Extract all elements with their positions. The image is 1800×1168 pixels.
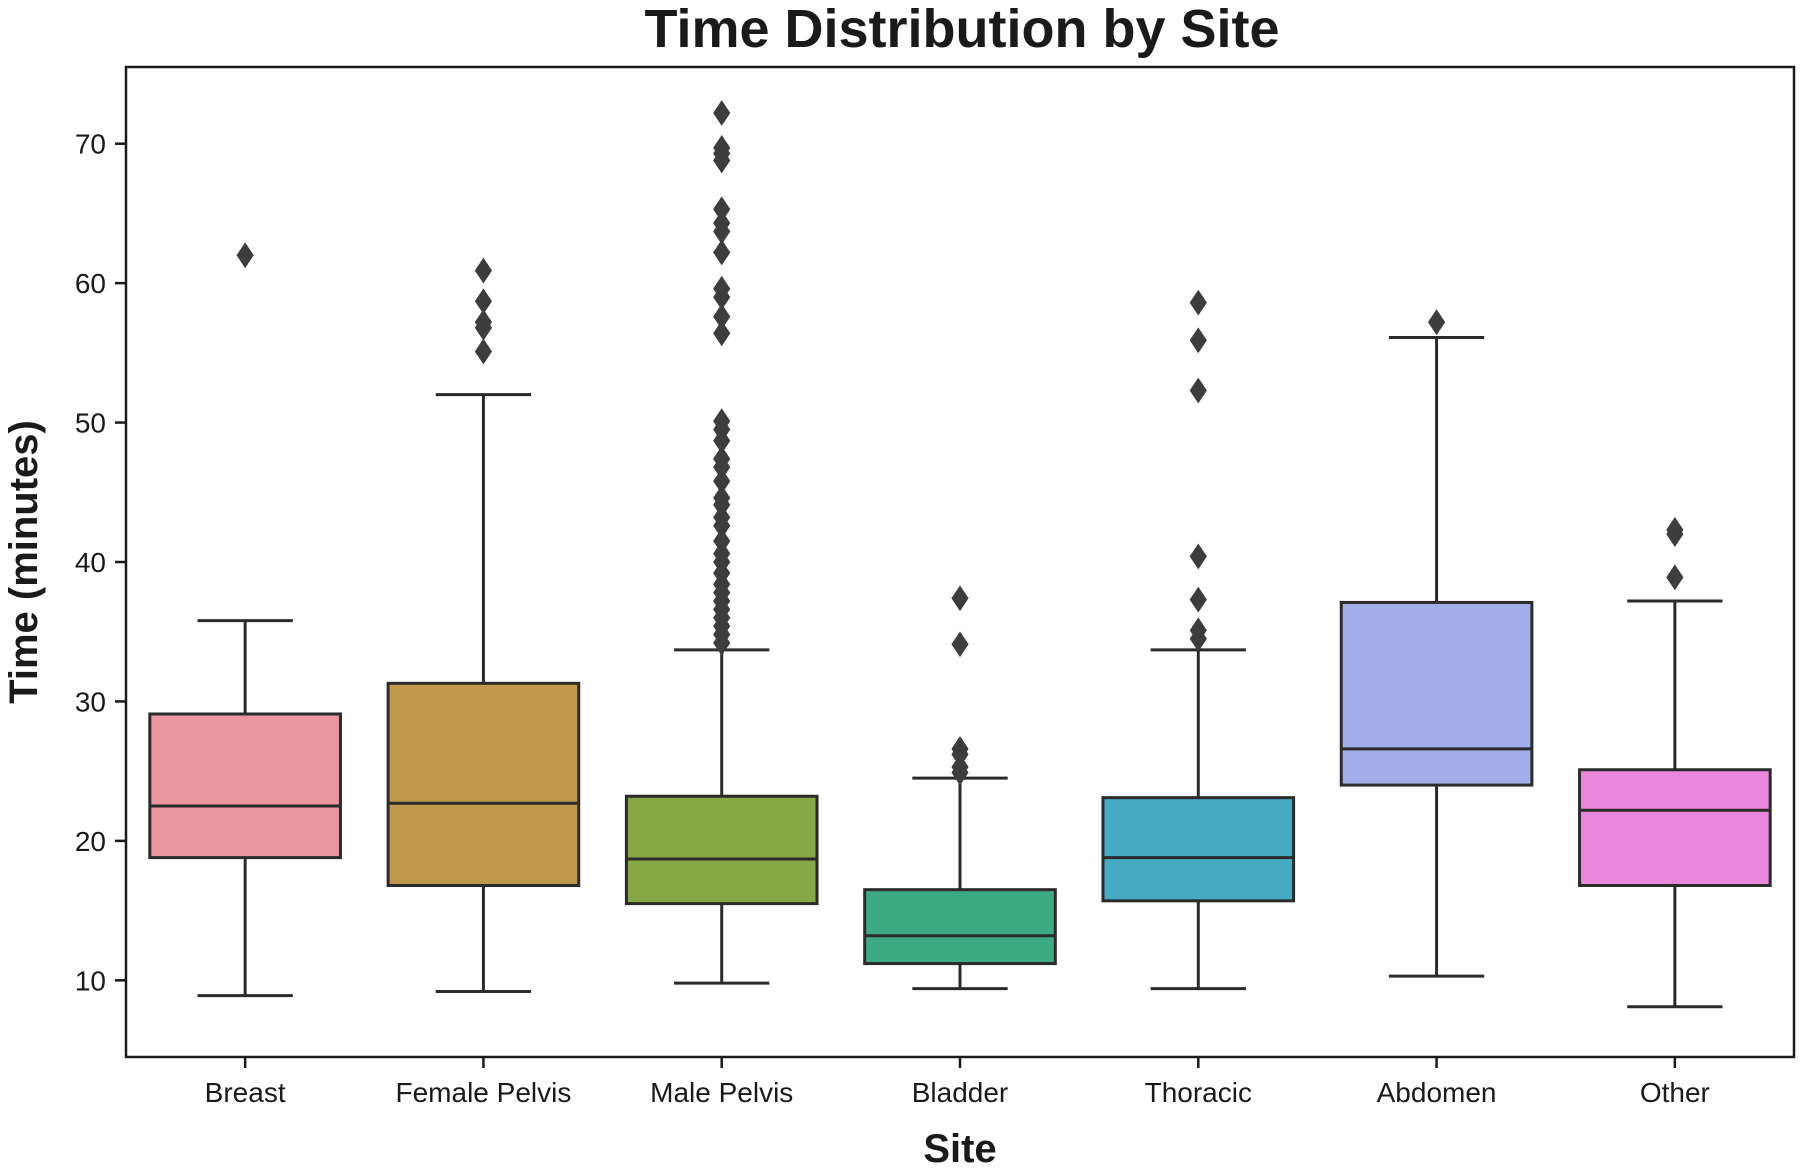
y-tick-label: 20 — [75, 826, 106, 857]
outlier-point — [713, 134, 731, 161]
box-thoracic — [1101, 289, 1296, 991]
box-body — [624, 794, 819, 906]
outlier-point — [236, 242, 254, 269]
y-tick-label: 40 — [75, 547, 106, 578]
outlier-point — [713, 100, 731, 126]
outlier-point — [1189, 377, 1207, 404]
outlier-point — [474, 338, 493, 365]
outlier-point — [713, 320, 731, 347]
y-tick-label: 30 — [75, 686, 106, 717]
box-body — [1578, 768, 1772, 887]
outlier-point — [1189, 289, 1207, 316]
y-axis-label: Time (minutes) — [2, 420, 46, 704]
x-tick-label: Abdomen — [1377, 1077, 1497, 1108]
box-bladder — [863, 585, 1057, 991]
box-body — [1101, 796, 1296, 903]
x-tick-label: Breast — [205, 1077, 286, 1108]
y-tick-label: 50 — [75, 408, 106, 439]
outlier-point — [951, 585, 969, 612]
y-tick-label: 60 — [75, 268, 106, 299]
box-breast — [148, 242, 342, 998]
outlier-point — [713, 408, 731, 435]
outlier-point — [713, 445, 731, 472]
outlier-point — [713, 528, 731, 554]
x-tick-label: Female Pelvis — [396, 1077, 572, 1108]
x-axis: Breast Female Pelvis Male Pelvis Bladder Tho… — [205, 1057, 1710, 1108]
outlier-point — [951, 631, 969, 658]
y-tick-label: 10 — [75, 965, 106, 996]
outlier-point — [713, 303, 731, 330]
outlier-point — [713, 484, 731, 511]
box-body — [863, 888, 1057, 966]
outlier-point — [951, 735, 969, 762]
x-tick-label: Bladder — [912, 1077, 1009, 1108]
outlier-point — [713, 275, 731, 302]
x-tick-label: Other — [1640, 1077, 1710, 1108]
box-female-pelvis — [386, 257, 581, 993]
box-abdomen — [1339, 309, 1534, 978]
y-tick-label: 70 — [75, 129, 106, 160]
box-series — [148, 100, 1772, 1009]
outlier-point — [1666, 517, 1684, 543]
outlier-point — [1666, 564, 1684, 591]
outlier-point — [713, 210, 731, 237]
outlier-point — [474, 257, 493, 284]
box-body — [148, 712, 342, 860]
outlier-point — [1189, 586, 1207, 613]
outlier-point — [713, 468, 731, 495]
x-axis-label: Site — [923, 1127, 996, 1168]
x-tick-label: Thoracic — [1145, 1077, 1252, 1108]
outlier-point — [1189, 543, 1207, 570]
outlier-point — [474, 288, 493, 315]
outlier-point — [1189, 327, 1207, 354]
outlier-point — [474, 309, 493, 336]
box-body — [1339, 600, 1534, 787]
outlier-point — [713, 239, 731, 266]
chart-title: Time Distribution by Site — [644, 0, 1279, 59]
box-body — [386, 681, 581, 887]
box-other — [1578, 517, 1772, 1009]
outlier-point — [713, 196, 731, 223]
box-male-pelvis — [624, 100, 819, 985]
outlier-point — [1427, 309, 1446, 336]
outlier-point — [1189, 617, 1207, 644]
y-axis: 10 20 30 40 50 60 70 — [75, 129, 126, 996]
x-tick-label: Male Pelvis — [650, 1077, 793, 1108]
